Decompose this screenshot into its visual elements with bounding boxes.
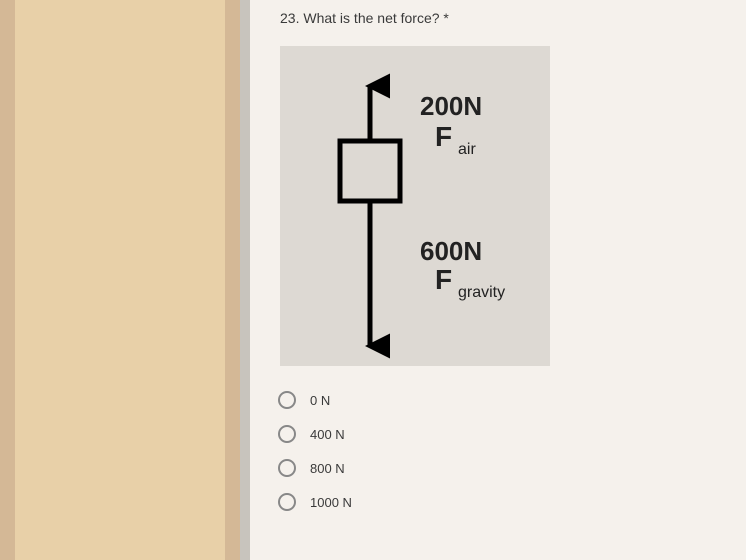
option-row[interactable]: 400 N xyxy=(278,425,726,443)
force-gravity-value: 600N xyxy=(420,236,482,267)
force-air-subscript: air xyxy=(458,141,476,159)
force-diagram: 200N F air 600N F gravity xyxy=(280,46,550,366)
diagram-svg xyxy=(300,66,440,366)
force-gravity-subscript: gravity xyxy=(458,284,505,302)
radio-icon[interactable] xyxy=(278,459,296,477)
option-label: 400 N xyxy=(310,427,345,442)
force-gravity-symbol: F xyxy=(435,264,452,296)
option-label: 0 N xyxy=(310,393,330,408)
answer-options: 0 N 400 N 800 N 1000 N xyxy=(278,391,726,511)
left-sidebar-panel xyxy=(0,0,240,560)
radio-icon[interactable] xyxy=(278,425,296,443)
option-row[interactable]: 800 N xyxy=(278,459,726,477)
option-label: 800 N xyxy=(310,461,345,476)
option-row[interactable]: 0 N xyxy=(278,391,726,409)
force-air-symbol: F xyxy=(435,121,452,153)
left-sidebar-inner xyxy=(15,0,225,560)
question-text: 23. What is the net force? * xyxy=(280,10,726,26)
diagram-box xyxy=(340,141,400,201)
question-content-area: 23. What is the net force? * 200N F air … xyxy=(250,0,746,560)
force-air-value: 200N xyxy=(420,91,482,122)
question-number: 23. xyxy=(280,10,299,26)
option-row[interactable]: 1000 N xyxy=(278,493,726,511)
radio-icon[interactable] xyxy=(278,391,296,409)
radio-icon[interactable] xyxy=(278,493,296,511)
option-label: 1000 N xyxy=(310,495,352,510)
question-prompt: What is the net force? * xyxy=(303,10,449,26)
